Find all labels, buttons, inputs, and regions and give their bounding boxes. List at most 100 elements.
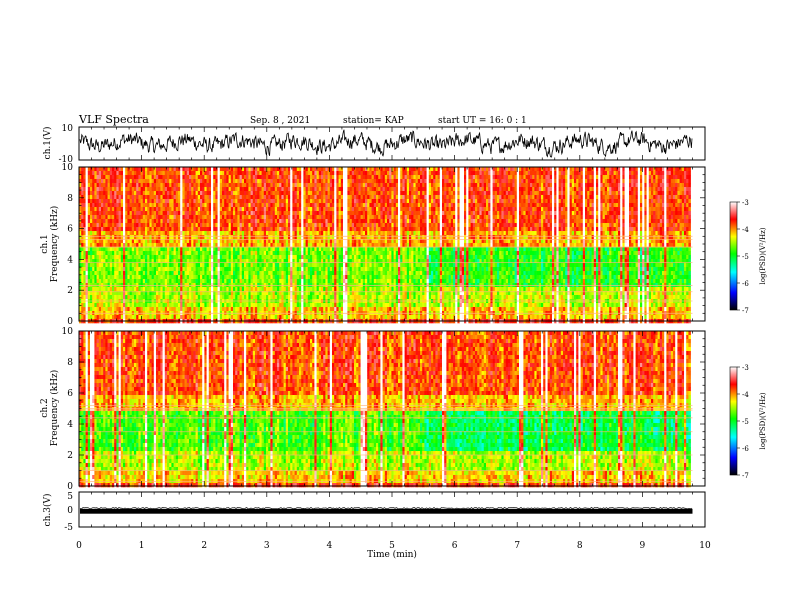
spectrogram-cell: [301, 271, 304, 275]
spectrogram-cell: [286, 247, 289, 251]
spectrogram-cell: [242, 191, 245, 195]
spectrogram-cell: [147, 219, 150, 223]
spectrogram-cell: [81, 243, 84, 247]
spectrogram-cell: [132, 247, 135, 251]
spectrogram-cell: [213, 203, 216, 207]
spectrogram-cell: [213, 211, 216, 215]
spectrogram-cell: [317, 227, 320, 231]
spectrogram-cell: [213, 167, 216, 171]
spectrogram-cell: [306, 235, 309, 239]
spectrogram-cell: [321, 175, 324, 179]
spectrogram-cell: [163, 215, 166, 219]
spectrogram-cell: [255, 295, 258, 299]
spectrogram-cell: [123, 279, 126, 283]
spectrogram-cell: [220, 215, 223, 219]
spectrogram-cell: [108, 307, 111, 311]
spectrogram-cell: [352, 243, 355, 247]
spectrogram-cell: [323, 251, 326, 255]
spectrogram-cell: [277, 195, 280, 199]
spectrogram-cell: [336, 251, 339, 255]
spectrogram-cell: [160, 287, 163, 291]
spectrogram-cell: [211, 219, 214, 223]
spectrogram-cell: [215, 247, 218, 251]
spectrogram-cell: [317, 243, 320, 247]
spectrogram-cell: [94, 215, 97, 219]
spectrogram-cell: [149, 227, 152, 231]
spectrogram-cell: [211, 231, 214, 235]
spectrogram-cell: [222, 199, 225, 203]
spectrogram-cell: [83, 179, 86, 183]
spectrogram-cell: [130, 295, 133, 299]
spectrogram-cell: [171, 183, 174, 187]
spectrogram-cell: [112, 287, 115, 291]
spectrogram-cell: [235, 307, 238, 311]
spectrogram-cell: [141, 207, 144, 211]
spectrogram-cell: [281, 283, 284, 287]
spectrogram-cell: [174, 243, 177, 247]
spectrogram-cell: [185, 231, 188, 235]
spectrogram-cell: [290, 207, 293, 211]
spectrogram-cell: [211, 279, 214, 283]
spectrogram-cell: [328, 195, 331, 199]
spectrogram-cell: [281, 211, 284, 215]
spectrogram-cell: [251, 187, 254, 191]
spectrogram-cell: [319, 211, 322, 215]
spectrogram-cell: [295, 167, 298, 171]
spectrogram-cell: [90, 235, 93, 239]
spectrogram-cell: [94, 279, 97, 283]
spectrogram-cell: [308, 251, 311, 255]
spectrogram-cell: [259, 207, 262, 211]
spectrogram-cell: [312, 315, 315, 319]
spectrogram-cell: [334, 175, 337, 179]
spectrogram-cell: [121, 315, 124, 319]
spectrogram-cell: [286, 215, 289, 219]
spectrogram-cell: [92, 275, 95, 279]
spectrogram-cell: [321, 287, 324, 291]
spectrogram-cell: [174, 315, 177, 319]
spectrogram-cell: [352, 227, 355, 231]
spectrogram-cell: [310, 199, 313, 203]
spectrogram-cell: [237, 307, 240, 311]
spectrogram-cell: [266, 195, 269, 199]
spectrogram-cell: [207, 175, 210, 179]
spectrogram-cell: [182, 247, 185, 251]
spectrogram-cell: [176, 195, 179, 199]
spectrogram-cell: [99, 275, 102, 279]
spectrogram-cell: [125, 295, 128, 299]
spectrogram-cell: [108, 267, 111, 271]
spectrogram-cell: [121, 223, 124, 227]
spectrogram-cell: [136, 211, 139, 215]
spectrogram-cell: [160, 215, 163, 219]
spectrogram-cell: [138, 235, 141, 239]
spectrogram-cell: [180, 203, 183, 207]
spectrogram-cell: [332, 183, 335, 187]
spectrogram-cell: [218, 235, 221, 239]
spectrogram-cell: [317, 251, 320, 255]
spectrogram-cell: [301, 283, 304, 287]
spectrogram-cell: [119, 203, 122, 207]
spectrogram-cell: [273, 211, 276, 215]
spectrogram-cell: [200, 231, 203, 235]
spectrogram-cell: [108, 303, 111, 307]
waveform-ch1-ylabel: ch.1(V): [42, 127, 53, 160]
spectrogram-cell: [112, 247, 115, 251]
spectrogram-cell: [270, 175, 273, 179]
spectrogram-cell: [185, 243, 188, 247]
spectrogram-cell: [319, 227, 322, 231]
spectrogram-cell: [292, 187, 295, 191]
spectrogram-cell: [134, 279, 137, 283]
spectrogram-cell: [279, 207, 282, 211]
spectrogram-cell: [215, 231, 218, 235]
spectrogram-cell: [299, 223, 302, 227]
spectrogram-cell: [251, 191, 254, 195]
spectrogram-cell: [152, 187, 155, 191]
spectrogram-cell: [266, 231, 269, 235]
spectrogram-cell: [103, 179, 106, 183]
spectrogram-cell: [264, 271, 267, 275]
spectrogram-cell: [273, 287, 276, 291]
spectrogram-cell: [262, 247, 265, 251]
spectrogram-cell: [90, 199, 93, 203]
spectrogram-cell: [237, 287, 240, 291]
spectrogram-cell: [178, 179, 181, 183]
spectrogram-cell: [255, 219, 258, 223]
